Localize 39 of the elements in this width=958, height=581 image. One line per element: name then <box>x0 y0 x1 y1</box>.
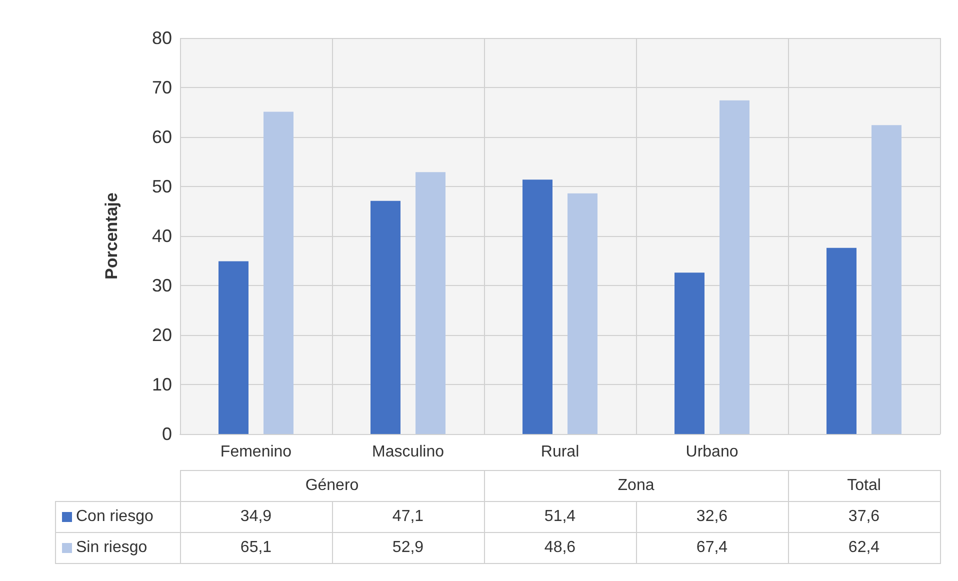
y-axis-title: Porcentaje <box>102 192 121 280</box>
bar <box>218 261 248 434</box>
text: Género <box>180 470 484 502</box>
y-tick-label: 30 <box>152 276 172 296</box>
bar <box>720 100 750 434</box>
data-label: 51,4 <box>484 502 636 532</box>
data-label: 32,6 <box>636 502 788 532</box>
bar <box>568 193 598 434</box>
bar <box>674 272 704 434</box>
y-tick-label: 10 <box>152 374 172 394</box>
y-tick-label: 70 <box>152 78 172 98</box>
y-tick-label: 80 <box>152 28 172 48</box>
y-tick-label: 60 <box>152 127 172 147</box>
y-tick-label: 50 <box>152 176 172 196</box>
text: Total <box>788 470 940 502</box>
x-tick-label: Femenino <box>220 444 292 460</box>
y-tick-label: 0 <box>162 424 172 444</box>
text: Zona <box>484 470 788 502</box>
bar <box>416 172 446 434</box>
bar <box>264 112 294 434</box>
bar <box>370 200 400 434</box>
legend-label: Con riesgo <box>76 508 154 525</box>
data-label: 65,1 <box>180 532 332 564</box>
bar <box>826 248 856 434</box>
data-label: 34,9 <box>180 502 332 532</box>
y-tick-label: 20 <box>152 325 172 345</box>
data-label: 52,9 <box>332 532 484 564</box>
x-tick-label: Masculino <box>372 444 444 460</box>
data-label: 47,1 <box>332 502 484 532</box>
data-label: 48,6 <box>484 532 636 564</box>
y-tick-label: 40 <box>152 226 172 246</box>
data-label: 37,6 <box>788 502 940 532</box>
data-label: 62,4 <box>788 532 940 564</box>
bar <box>522 180 552 434</box>
x-tick-label: Urbano <box>686 444 738 460</box>
data-label: 67,4 <box>636 532 788 564</box>
legend-label: Sin riesgo <box>76 539 148 556</box>
bar <box>872 125 902 434</box>
x-tick-label: Rural <box>540 444 580 460</box>
